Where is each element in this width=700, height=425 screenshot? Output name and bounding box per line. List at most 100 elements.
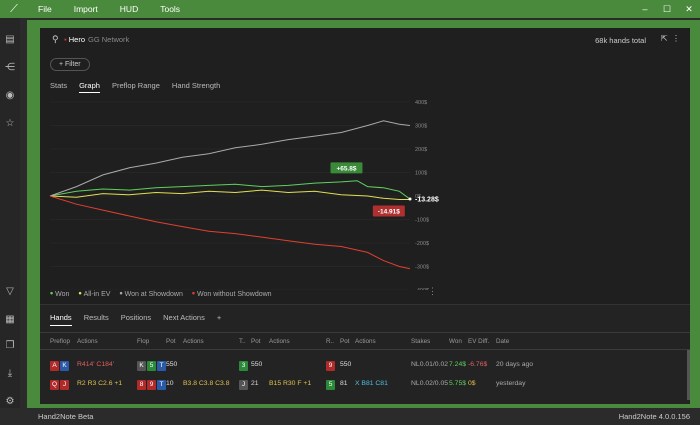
date-value: yesterday <box>496 380 526 387</box>
download-icon[interactable]: ⤓ <box>7 368 13 379</box>
tab-stats[interactable]: Stats <box>50 81 68 90</box>
tab-graph[interactable]: Graph <box>79 81 100 93</box>
chart-legend: • Won • All-in EV • Won at Showdown • Won wi… <box>50 288 281 298</box>
export-icon[interactable]: ⇱ <box>660 34 668 43</box>
legend-won[interactable]: • Won <box>50 288 70 298</box>
col-flop-actions[interactable]: Actions <box>183 338 204 345</box>
filter-button[interactable]: + Filter <box>50 58 90 71</box>
y-tick-label: -300$ <box>415 265 429 271</box>
ev-diff-value: 0$ <box>468 380 476 387</box>
col-flop[interactable]: Flop <box>137 338 150 345</box>
col-flop-pot[interactable]: Pot <box>166 338 176 345</box>
menu-tools[interactable]: Tools <box>160 4 181 14</box>
hands-section: Hands Results Positions Next Actions + P… <box>40 304 690 404</box>
table-scrollbar[interactable] <box>687 350 690 400</box>
turn-pot: 21 <box>251 380 259 387</box>
layout-icon[interactable]: ▦ <box>5 314 15 325</box>
close-icon[interactable]: ✕ <box>685 4 693 14</box>
more-vert-icon[interactable]: ⋮ <box>672 34 680 43</box>
windows-icon[interactable]: ❐ <box>5 340 15 351</box>
gear-icon[interactable]: ⚙ <box>5 396 15 407</box>
col-turn[interactable]: T.. <box>239 338 246 345</box>
minimize-icon[interactable]: – <box>642 4 648 14</box>
turn-card: J <box>239 380 249 390</box>
title-bar: ⟋ File Import HUD Tools – ☐ ✕ <box>0 0 700 18</box>
col-river[interactable]: R.. <box>326 338 335 345</box>
end-point-marker <box>408 197 412 201</box>
col-ev-diff[interactable]: EV Diff. <box>468 338 490 345</box>
turn-actions: B15 R30 F +1 <box>269 380 312 387</box>
player-name: Hero <box>68 35 86 44</box>
y-tick-label: 300$ <box>415 124 427 130</box>
y-tick-label: 0$ <box>415 194 421 200</box>
stakes: NL0.02/0.05 <box>411 380 449 387</box>
col-turn-pot[interactable]: Pot <box>251 338 261 345</box>
col-pre-actions[interactable]: Actions <box>77 338 98 345</box>
legend-won-showdown[interactable]: • Won at Showdown <box>119 288 183 298</box>
legend-won-without-showdown[interactable]: • Won without Showdown <box>191 288 272 298</box>
filter-icon[interactable]: ▽ <box>6 286 14 297</box>
tab-next-actions[interactable]: Next Actions <box>163 313 205 322</box>
legend-allin-ev[interactable]: • All-in EV <box>78 288 111 298</box>
col-date[interactable]: Date <box>496 338 510 345</box>
report-header: ⚲ ▪ Hero GG Network 68k hands total ⇱ ⋮ <box>40 28 690 56</box>
add-tab-button[interactable]: + <box>216 313 222 322</box>
player-icon: ⚲ <box>52 34 59 44</box>
series-line-won-at-showdown <box>49 120 411 197</box>
turn-pot: 550 <box>251 361 263 368</box>
y-tick-label: 100$ <box>415 171 427 177</box>
col-turn-actions[interactable]: Actions <box>269 338 290 345</box>
radio-icon[interactable]: ◉ <box>5 90 15 101</box>
tab-hand-strength[interactable]: Hand Strength <box>171 81 221 90</box>
col-preflop[interactable]: Preflop <box>50 338 70 345</box>
y-tick-label: -400$ <box>415 288 429 290</box>
won-annotation-box <box>330 162 363 174</box>
col-river-actions[interactable]: Actions <box>355 338 376 345</box>
sidebar: ▤ ⋲ ◉ ☆ ▽ ▦ ❐ ⤓ ⚙ <box>0 18 20 413</box>
player-selector[interactable]: ▪ Hero GG Network <box>64 35 130 44</box>
flop-pot: 550 <box>166 361 178 368</box>
tab-results[interactable]: Results <box>83 313 109 322</box>
river-pot: 550 <box>340 361 352 368</box>
menu-file[interactable]: File <box>38 4 52 14</box>
network-name: GG Network <box>88 35 130 44</box>
stakes: NL0.01/0.02 <box>411 361 449 368</box>
star-list-icon[interactable]: ☆ <box>5 118 15 129</box>
chart-options-icon[interactable]: ⋮ <box>428 286 437 296</box>
menu-bar: File Import HUD Tools <box>28 4 192 14</box>
col-river-pot[interactable]: Pot <box>340 338 350 345</box>
menu-hud[interactable]: HUD <box>119 4 139 14</box>
hands-tabs: Hands Results Positions Next Actions + <box>50 313 233 326</box>
tab-preflop-range[interactable]: Preflop Range <box>111 81 160 90</box>
window-controls: – ☐ ✕ <box>634 0 700 18</box>
report-panel: ⚲ ▪ Hero GG Network 68k hands total ⇱ ⋮ +… <box>40 28 690 404</box>
maximize-icon[interactable]: ☐ <box>662 4 672 14</box>
footer-left: Hand2Note Beta <box>38 412 94 421</box>
river-actions: X B81 C81 <box>355 380 388 387</box>
end-value-label: -13.28$ <box>415 197 439 204</box>
col-won[interactable]: Won <box>449 338 462 345</box>
col-stakes[interactable]: Stakes <box>411 338 431 345</box>
series-line-won-without-showdown <box>49 195 411 270</box>
y-tick-label: 400$ <box>415 100 427 106</box>
status-bar: Hand2Note Beta Hand2Note 4.0.0.156 <box>0 408 700 425</box>
date-value: 20 days ago <box>496 361 534 368</box>
menu-import[interactable]: Import <box>73 4 98 14</box>
tab-hands[interactable]: Hands <box>50 313 72 326</box>
flop-pot: 10 <box>166 380 174 387</box>
allin-annotation-box <box>372 205 405 217</box>
allin-annotation: -14.91$ <box>378 209 400 216</box>
y-tick-label: -100$ <box>415 218 429 224</box>
report-tabs: Stats Graph Preflop Range Hand Strength <box>50 81 232 93</box>
share-icon[interactable]: ⋲ <box>5 62 15 73</box>
app-logo-icon: ⟋ <box>10 2 18 15</box>
river-card: 9 <box>326 361 336 371</box>
tab-positions[interactable]: Positions <box>120 313 152 322</box>
y-tick-label: -200$ <box>415 241 429 247</box>
report-icon[interactable]: ▤ <box>5 34 15 45</box>
header-icons: ⇱ ⋮ <box>661 34 680 43</box>
